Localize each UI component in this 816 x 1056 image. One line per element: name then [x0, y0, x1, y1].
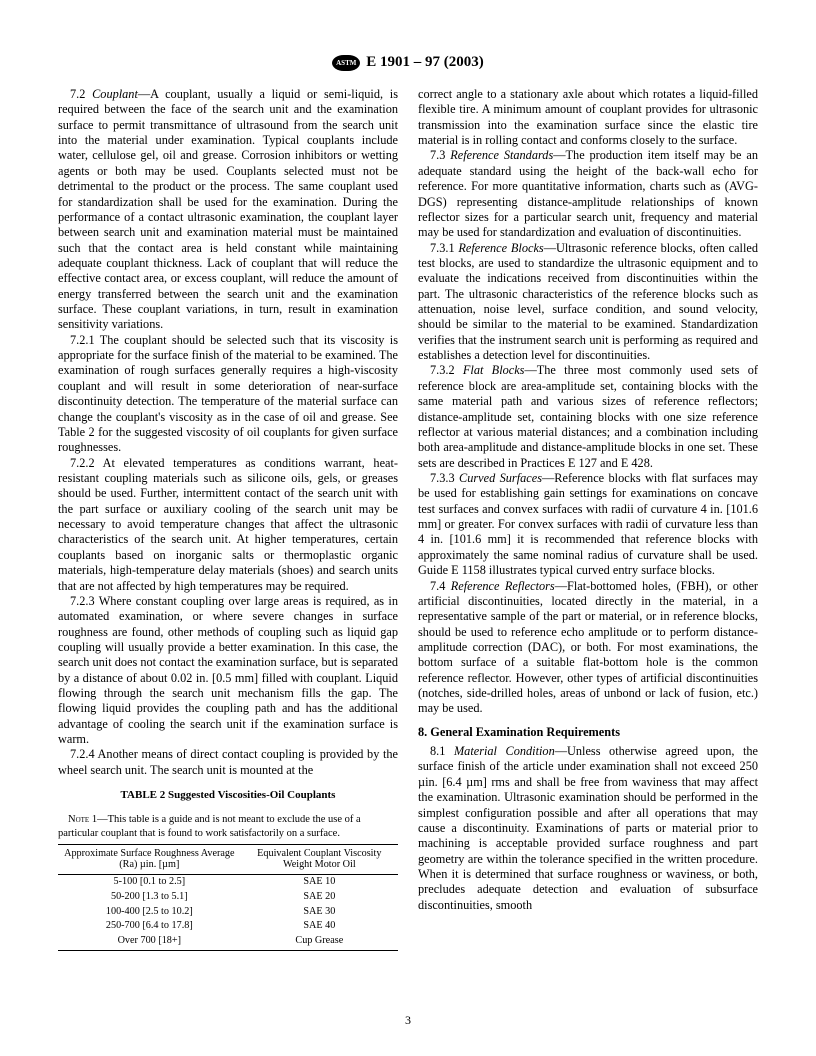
para-7-4: 7.4 Reference Reflectors—Flat-bottomed h… [418, 579, 758, 717]
table-cell: 100-400 [2.5 to 10.2] [58, 905, 241, 920]
page-number: 3 [0, 1013, 816, 1028]
para-7-2-2: 7.2.2 At elevated temperatures as condit… [58, 456, 398, 594]
table-note-label: Note 1 [68, 814, 97, 825]
table-cell: Over 700 [18+] [58, 934, 241, 950]
para-7-3: 7.3 Reference Standards—The production i… [418, 148, 758, 240]
section-8-title: 8. General Examination Requirements [418, 725, 758, 740]
para-7-3-3: 7.3.3 Curved Surfaces—Reference blocks w… [418, 471, 758, 579]
table-2-title: TABLE 2 Suggested Viscosities-Oil Coupla… [58, 789, 398, 803]
para-7-3-2: 7.3.2 Flat Blocks—The three most commonl… [418, 363, 758, 471]
table-row: 5-100 [0.1 to 2.5]SAE 10 [58, 875, 398, 890]
para-7-3-1: 7.3.1 Reference Blocks—Ultrasonic refere… [418, 241, 758, 364]
para-7-2-3: 7.2.3 Where constant coupling over large… [58, 594, 398, 748]
document-header: ASTM E 1901 – 97 (2003) [58, 54, 758, 71]
table-2-note: Note 1—This table is a guide and is not … [58, 813, 398, 839]
table-row: 50-200 [1.3 to 5.1]SAE 20 [58, 890, 398, 905]
standard-id: E 1901 – 97 (2003) [366, 54, 484, 71]
table-cell: 5-100 [0.1 to 2.5] [58, 875, 241, 890]
table-row: 250-700 [6.4 to 17.8]SAE 40 [58, 919, 398, 934]
table-cell: 50-200 [1.3 to 5.1] [58, 890, 241, 905]
table-cell: SAE 10 [241, 875, 398, 890]
table-note-text: —This table is a guide and is not meant … [58, 814, 361, 838]
body-columns: 7.2 Couplant—A couplant, usually a liqui… [58, 87, 758, 951]
viscosity-table: Approximate Surface Roughness Average (R… [58, 844, 398, 951]
table-col-2: Equivalent Couplant Viscosity Weight Mot… [241, 844, 398, 874]
table-cell: SAE 40 [241, 919, 398, 934]
table-cell: SAE 30 [241, 905, 398, 920]
astm-logo: ASTM [332, 55, 360, 71]
table-row: 100-400 [2.5 to 10.2]SAE 30 [58, 905, 398, 920]
table-cell: Cup Grease [241, 934, 398, 950]
para-continuation: correct angle to a stationary axle about… [418, 87, 758, 148]
para-7-2-1: 7.2.1 The couplant should be selected su… [58, 333, 398, 456]
table-cell: SAE 20 [241, 890, 398, 905]
table-col-1: Approximate Surface Roughness Average (R… [58, 844, 241, 874]
para-8-1: 8.1 Material Condition—Unless otherwise … [418, 744, 758, 913]
table-cell: 250-700 [6.4 to 17.8] [58, 919, 241, 934]
table-row: Over 700 [18+]Cup Grease [58, 934, 398, 950]
para-7-2: 7.2 Couplant—A couplant, usually a liqui… [58, 87, 398, 333]
para-7-2-4: 7.2.4 Another means of direct contact co… [58, 747, 398, 778]
table-2: TABLE 2 Suggested Viscosities-Oil Coupla… [58, 789, 398, 951]
